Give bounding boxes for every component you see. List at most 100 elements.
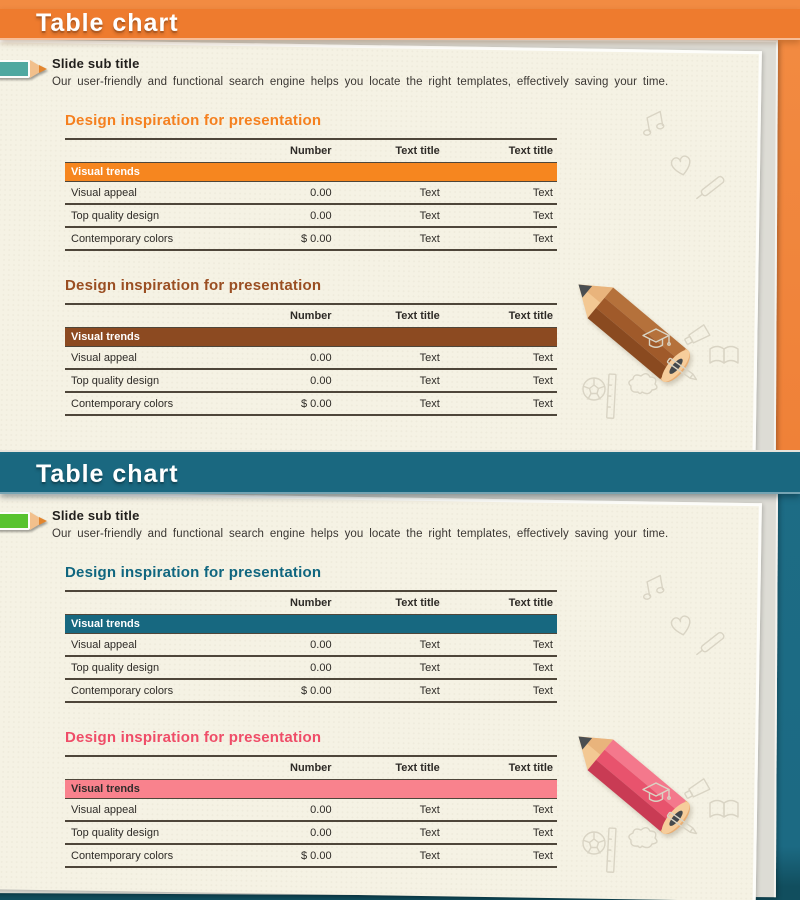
- cell: 0.00: [251, 633, 336, 657]
- table-row: Contemporary colors $ 0.00 Text Text: [65, 227, 557, 250]
- table-header-row: Number Text title Text title: [65, 756, 557, 780]
- column-header: Text title: [508, 597, 553, 609]
- cell: Text: [532, 849, 553, 862]
- data-table: Number Text title Text title Visual tren…: [65, 138, 557, 251]
- cell: Text: [532, 684, 553, 697]
- table-row: Visual appeal 0.00 Text Text: [65, 633, 557, 657]
- cell: Top quality design: [65, 656, 252, 680]
- slide-preview-teal[interactable]: Table chart Slide sub title Our user-fri…: [0, 450, 800, 900]
- cell: Text: [419, 684, 440, 697]
- table-block-1: Design inspiration for presentation Numb…: [65, 564, 557, 703]
- table-row: Top quality design 0.00 Text Text: [65, 204, 557, 228]
- cell: $ 0.00: [300, 684, 332, 697]
- table-header-row: Number Text title Text title: [65, 139, 557, 163]
- slide-content: Slide sub title Our user-friendly and fu…: [0, 56, 762, 419]
- column-header: Number: [290, 145, 332, 157]
- column-header: Text title: [508, 310, 553, 322]
- cell: 0.00: [251, 369, 336, 393]
- cell: Text: [335, 656, 444, 680]
- slide-body-text: Our user-friendly and functional search …: [52, 528, 669, 540]
- table-row: Top quality design 0.00 Text Text: [65, 821, 557, 845]
- table-row: Visual appeal 0.00 Text Text: [65, 346, 557, 370]
- slide-title: Table chart: [36, 459, 179, 488]
- column-header: Text title: [395, 145, 440, 157]
- slide-body-text: Our user-friendly and functional search …: [52, 76, 669, 88]
- table-row: Visual appeal 0.00 Text Text: [65, 181, 557, 205]
- subtitle-block: Slide sub title Our user-friendly and fu…: [52, 56, 762, 88]
- table-band-row: Visual trends: [65, 779, 557, 799]
- book-icon: [709, 799, 739, 818]
- cell: Contemporary colors: [71, 684, 174, 697]
- pencil-bullet-icon: [0, 60, 54, 78]
- cell: Visual appeal: [65, 346, 252, 370]
- cell: Visual appeal: [65, 633, 252, 657]
- table-band-row: Visual trends: [65, 614, 557, 634]
- column-header: Text title: [395, 597, 440, 609]
- table-row: Top quality design 0.00 Text Text: [65, 656, 557, 680]
- column-header: Number: [290, 597, 332, 609]
- cell: $ 0.00: [300, 849, 332, 862]
- slide-preview-orange[interactable]: Table chart Slide sub title Our user-fri…: [0, 0, 800, 450]
- band-label: Visual trends: [65, 327, 557, 347]
- table-title: Design inspiration for presentation: [65, 112, 322, 129]
- pen-icon: [696, 175, 725, 200]
- table-title: Design inspiration for presentation: [65, 277, 322, 294]
- table-row: Contemporary colors $ 0.00 Text Text: [65, 844, 557, 867]
- cell: Top quality design: [65, 204, 252, 228]
- data-table: Number Text title Text title Visual tren…: [65, 303, 557, 416]
- cell: Text: [419, 397, 440, 410]
- table-header-row: Number Text title Text title: [65, 304, 557, 328]
- heart-icon: [670, 155, 691, 176]
- cell: 0.00: [251, 656, 336, 680]
- cell: Text: [335, 821, 444, 845]
- cell: 0.00: [251, 821, 336, 845]
- music-note-icon: [643, 574, 665, 600]
- cell: 0.00: [251, 346, 336, 370]
- slide-subtitle: Slide sub title: [52, 56, 140, 71]
- music-note-icon: [643, 110, 665, 136]
- pencil-bullet-icon: [0, 512, 54, 530]
- pencil-illustration: [578, 284, 691, 383]
- band-label: Visual trends: [65, 614, 557, 634]
- table-row: Visual appeal 0.00 Text Text: [65, 798, 557, 822]
- slide-title: Table chart: [36, 9, 179, 37]
- column-header: [65, 591, 252, 615]
- data-table: Number Text title Text title Visual tren…: [65, 590, 557, 703]
- cell: Text: [443, 346, 557, 370]
- cell: Text: [443, 369, 557, 393]
- pencil-body: [0, 512, 30, 530]
- column-header: Text title: [395, 310, 440, 322]
- cell: Text: [443, 656, 557, 680]
- cell: Visual appeal: [65, 798, 252, 822]
- table-row: Contemporary colors $ 0.00 Text Text: [65, 392, 557, 415]
- table-header-row: Number Text title Text title: [65, 591, 557, 615]
- cell: Text: [335, 346, 444, 370]
- cell: Visual appeal: [65, 181, 252, 205]
- cell: Text: [335, 798, 444, 822]
- cell: $ 0.00: [300, 232, 332, 245]
- table-block-2: Design inspiration for presentation Numb…: [65, 729, 557, 868]
- cell: Text: [443, 204, 557, 228]
- cell: Text: [443, 821, 557, 845]
- band-label: Visual trends: [65, 779, 557, 799]
- band-label: Visual trends: [65, 162, 557, 182]
- slide-title-bar: Table chart: [0, 9, 800, 40]
- cell: 0.00: [251, 798, 336, 822]
- cell: Top quality design: [65, 821, 252, 845]
- table-row: Contemporary colors $ 0.00 Text Text: [65, 679, 557, 702]
- pencil-illustration: [578, 736, 691, 835]
- cell: Text: [443, 633, 557, 657]
- column-header: [65, 756, 252, 780]
- slide-content: Slide sub title Our user-friendly and fu…: [0, 452, 800, 900]
- column-header: Number: [290, 310, 332, 322]
- cell: Text: [335, 204, 444, 228]
- cell: Text: [532, 232, 553, 245]
- slide-title-bar: Table chart: [0, 456, 800, 494]
- table-block-2: Design inspiration for presentation Numb…: [65, 277, 557, 416]
- cell: 0.00: [251, 204, 336, 228]
- cell: Text: [443, 181, 557, 205]
- slide-subtitle: Slide sub title: [52, 508, 140, 523]
- cell: Text: [335, 633, 444, 657]
- pencil-tip: [30, 60, 45, 78]
